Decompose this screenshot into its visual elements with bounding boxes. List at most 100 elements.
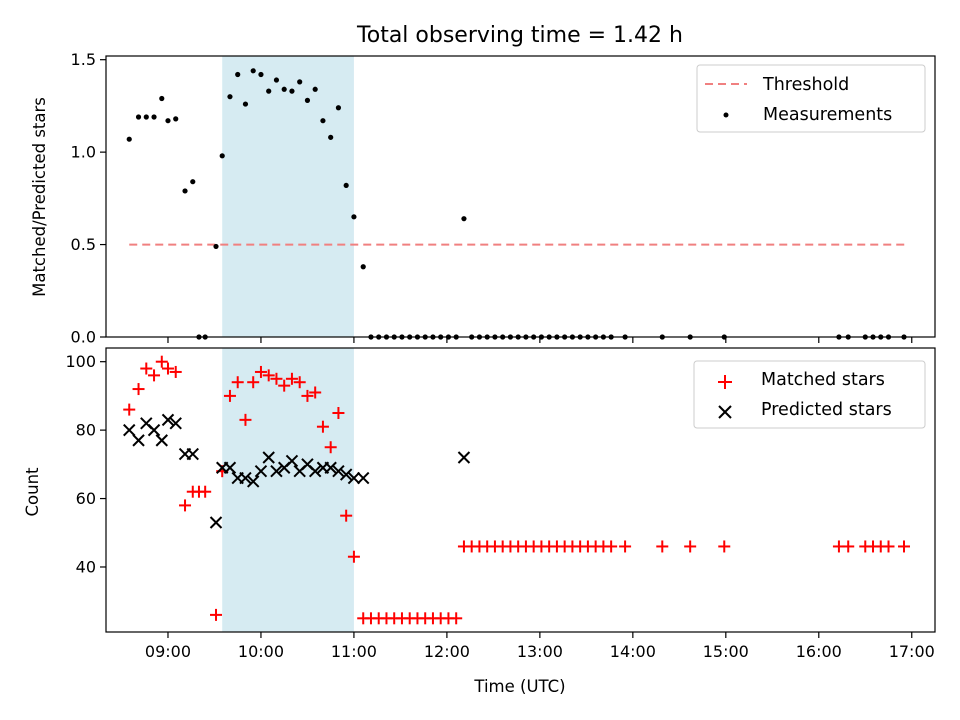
bottom-legend: Matched stars Predicted stars — [693, 360, 926, 429]
top-highlight-span — [222, 56, 354, 337]
matched-star-point — [132, 383, 145, 396]
matched-star-point — [140, 362, 153, 375]
predicted-star-point — [270, 464, 283, 478]
matched-star-point — [301, 389, 314, 402]
x-tick-label: 12:00 — [424, 642, 470, 661]
matched-star-point — [316, 420, 329, 433]
matched-star-point — [278, 379, 291, 392]
predicted-star-point — [239, 471, 252, 485]
predicted-star-point — [332, 464, 345, 478]
x-tick-label: 09:00 — [145, 642, 191, 661]
top-y-axis-label: Matched/Predicted stars — [30, 97, 49, 297]
measurement-point — [304, 97, 311, 103]
measurement-point — [461, 216, 467, 222]
matched-star-point — [179, 499, 192, 512]
bottom-y-axis-label: Count — [23, 467, 42, 517]
top-y-tick-label: 0.5 — [71, 235, 96, 254]
x-tick-label: 13:00 — [517, 642, 563, 661]
predicted-star-point — [132, 434, 145, 447]
measurement-point — [151, 114, 157, 120]
measurement-point — [343, 182, 349, 189]
measurement-point — [182, 188, 188, 194]
measurement-point — [328, 134, 334, 140]
matched-star-point — [605, 540, 618, 553]
predicted-star-point — [457, 451, 471, 464]
predicted-star-point — [169, 417, 182, 430]
matched-star-point — [718, 540, 731, 553]
top-y-tick-label: 1.0 — [71, 143, 96, 162]
matched-star-point — [619, 540, 632, 553]
bottom-y-tick-label: 60 — [76, 489, 96, 508]
measurement-point — [312, 86, 318, 92]
measurement-point — [213, 243, 219, 250]
matched-star-point — [285, 372, 298, 385]
measurement-point — [135, 114, 142, 120]
measurement-point — [235, 71, 241, 78]
measurement-point — [126, 136, 132, 142]
bottom-legend-frame — [693, 360, 926, 429]
measurement-point — [250, 68, 256, 74]
measurements-legend-marker — [723, 112, 729, 118]
matched-star-point — [262, 369, 275, 382]
matched-star-point — [169, 365, 182, 378]
measurement-point — [143, 114, 149, 120]
matched-star-point — [293, 376, 306, 389]
measurement-point — [190, 179, 196, 185]
predicted-star-point — [357, 471, 370, 485]
measurement-point — [258, 71, 264, 78]
x-tick-label: 17:00 — [889, 642, 935, 661]
measurement-point — [227, 94, 233, 100]
matched-star-point — [656, 540, 669, 553]
measurement-point — [173, 116, 179, 122]
top-legend-frame — [696, 64, 926, 133]
measurement-point — [219, 153, 225, 159]
bottom-panel: 40 60 80 100 09:00 10:00 11:00 12:00 13:00 14:00 1… — [23, 347, 936, 696]
chart-title: Total observing time = 1.42 h — [356, 23, 683, 48]
measurement-point — [335, 105, 342, 111]
measurement-point — [360, 264, 366, 270]
matched-star-point — [332, 407, 345, 420]
matched-star-point — [842, 540, 855, 553]
top-legend: Threshold Measurements — [696, 64, 926, 133]
predicted-star-point — [147, 423, 161, 437]
matched-star-point — [324, 441, 337, 454]
matched-star-point — [199, 485, 212, 498]
top-plot-frame — [105, 55, 936, 338]
matched-star-point — [155, 355, 168, 368]
predicted-star-point — [123, 423, 136, 437]
measurement-point — [281, 86, 287, 92]
x-tick-label: 15:00 — [703, 642, 749, 661]
matched-star-point — [161, 362, 174, 375]
x-tick-label: 11:00 — [331, 642, 377, 661]
matched-star-point — [309, 386, 322, 399]
measurement-point — [273, 77, 280, 83]
bottom-y-tick-label: 100 — [65, 352, 96, 371]
predicted-star-point — [254, 464, 268, 478]
bottom-plot-frame — [105, 347, 936, 633]
matched-star-point — [898, 540, 911, 553]
predicted-star-point — [347, 471, 361, 485]
predicted-star-point — [223, 461, 237, 474]
x-tick-label: 16:00 — [796, 642, 842, 661]
bottom-highlight-span — [222, 348, 354, 632]
matched-star-point — [882, 540, 895, 553]
matched-legend-marker — [718, 375, 732, 389]
predicted-star-point — [161, 413, 175, 427]
threshold-legend-label: Threshold — [762, 75, 849, 95]
predicted-star-point — [246, 475, 260, 488]
measurement-point — [242, 101, 249, 107]
top-panel: 0.0 0.5 1.0 1.5 Matched/Predicted stars Thr… — [30, 50, 936, 347]
x-axis-label: Time (UTC) — [473, 677, 565, 696]
top-axes: 0.0 0.5 1.0 1.5 — [71, 50, 913, 347]
predicted-star-point — [186, 447, 199, 461]
measurement-point — [159, 95, 165, 102]
predicted-star-point — [339, 468, 353, 481]
matched-star-point — [347, 550, 360, 563]
measurement-point — [351, 214, 357, 220]
x-tick-label: 10:00 — [238, 642, 284, 661]
matched-star-point — [254, 365, 267, 378]
predicted-star-point — [209, 516, 223, 529]
predicted-star-point — [285, 454, 299, 468]
matched-star-point — [270, 372, 283, 385]
bottom-y-tick-label: 80 — [76, 421, 96, 440]
